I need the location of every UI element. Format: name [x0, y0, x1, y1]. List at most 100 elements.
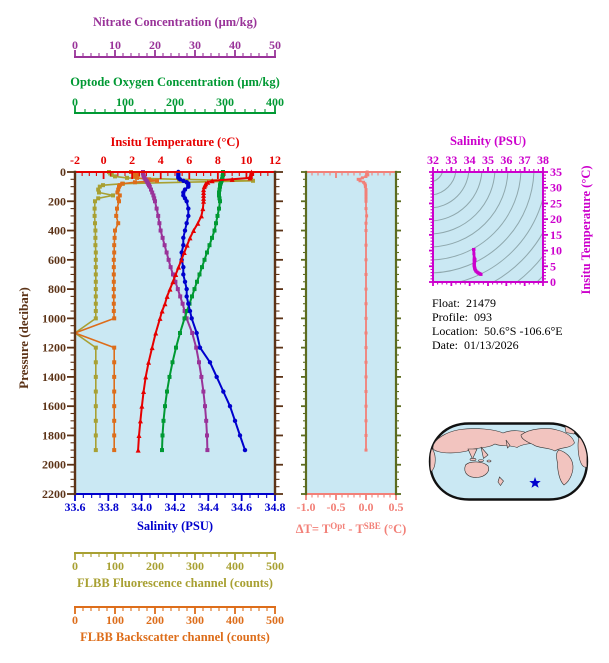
nitrate-axis-title: Nitrate Concentration (μm/kg) — [93, 15, 257, 29]
svg-text:30: 30 — [550, 181, 562, 195]
svg-text:0.0: 0.0 — [359, 500, 374, 514]
svg-text:0: 0 — [60, 165, 66, 179]
svg-text:10: 10 — [109, 38, 121, 52]
profile-backscatter — [74, 170, 159, 453]
svg-text:33.8: 33.8 — [98, 500, 119, 514]
svg-text:0: 0 — [72, 95, 78, 109]
nitrate-axis: 0 10 20 30 40 50 — [72, 38, 281, 58]
svg-text:-2: -2 — [70, 153, 80, 167]
profile-number-label: Profile: — [432, 310, 468, 324]
delta-t-title-post: (°C) — [380, 522, 407, 536]
delta-t-axis-title: ΔT= TOpt - TSBE (°C) — [281, 519, 421, 536]
svg-text:0: 0 — [72, 559, 78, 573]
svg-text:1200: 1200 — [42, 341, 66, 355]
svg-text:50: 50 — [269, 38, 281, 52]
svg-text:1400: 1400 — [42, 370, 66, 384]
delta-t-title-pre: ΔT= T — [295, 522, 331, 536]
salinity-axis: 33.6 33.8 34.0 34.2 34.4 34.6 34.8 — [65, 493, 286, 514]
svg-text:35: 35 — [482, 153, 494, 167]
svg-text:0: 0 — [72, 613, 78, 627]
svg-text:0: 0 — [550, 275, 556, 289]
svg-text:400: 400 — [226, 559, 244, 573]
svg-text:37: 37 — [519, 153, 531, 167]
pressure-axis-title: Pressure (decibar) — [16, 287, 31, 389]
fluorescence-axis: 0 100 200 300 400 500 — [72, 552, 284, 573]
svg-text:1600: 1600 — [42, 399, 66, 413]
svg-text:20: 20 — [550, 212, 562, 226]
temperature-axis-title: Insitu Temperature (°C) — [110, 135, 240, 149]
svg-text:34.2: 34.2 — [165, 500, 186, 514]
svg-text:34.4: 34.4 — [198, 500, 219, 514]
ts-curve — [472, 247, 483, 276]
svg-text:800: 800 — [48, 282, 66, 296]
svg-text:-0.5: -0.5 — [327, 500, 346, 514]
svg-text:0.5: 0.5 — [389, 500, 404, 514]
world-map — [428, 422, 589, 501]
profile-salinity — [176, 169, 248, 453]
land-indonesia — [469, 457, 477, 461]
svg-text:8: 8 — [215, 153, 221, 167]
svg-text:200: 200 — [48, 194, 66, 208]
oxygen-axis-title: Optode Oxygen Concentration (μm/kg) — [70, 75, 280, 89]
svg-text:12: 12 — [269, 153, 281, 167]
ts-temperature-axis-title: Insitu Temperature (°C) — [579, 165, 593, 295]
date-line: Date: 01/13/2026 — [432, 338, 563, 352]
svg-text:100: 100 — [106, 613, 124, 627]
delta-t-title-mid: - T — [345, 522, 364, 536]
delta-t-panel-background — [306, 172, 396, 494]
svg-text:200: 200 — [146, 559, 164, 573]
ts-salinity-axis-title: Salinity (PSU) — [449, 134, 527, 148]
svg-text:10: 10 — [550, 244, 562, 258]
float-info: Float: 21479 Profile: 093 Location: 50.6°S … — [432, 296, 563, 352]
svg-text:36: 36 — [500, 153, 512, 167]
backscatter-axis: 0 100 200 300 400 500 — [72, 606, 284, 627]
delta-t-title-sup-sbe: SBE — [363, 521, 381, 531]
svg-text:10: 10 — [240, 153, 252, 167]
svg-text:400: 400 — [226, 613, 244, 627]
delta-t-bottom-axis: -1.0 -0.5 0.0 0.5 — [297, 493, 404, 514]
location-line: Location: 50.6°S -106.6°E — [432, 324, 563, 338]
fluorescence-axis-title: FLBB Fluorescence channel (counts) — [77, 576, 273, 590]
land-north-america — [520, 428, 575, 452]
land-australia — [464, 461, 489, 478]
ts-salinity-axis: 32 33 34 35 36 37 38 — [427, 153, 549, 173]
svg-text:32: 32 — [427, 153, 439, 167]
ts-bottom-border — [432, 281, 544, 286]
svg-text:100: 100 — [106, 559, 124, 573]
ts-left-border — [429, 171, 434, 283]
svg-text:30: 30 — [189, 38, 201, 52]
land-india — [467, 448, 478, 460]
date-label: Date: — [432, 338, 458, 352]
svg-text:6: 6 — [186, 153, 192, 167]
map-landmasses — [430, 426, 587, 487]
delta-t-right-border — [394, 170, 401, 496]
salinity-axis-title: Salinity (PSU) — [136, 519, 214, 533]
svg-text:500: 500 — [266, 559, 284, 573]
svg-text:2000: 2000 — [42, 458, 66, 472]
svg-text:200: 200 — [166, 95, 184, 109]
land-south-america — [556, 449, 574, 486]
location-label: Location: — [432, 324, 478, 338]
svg-text:15: 15 — [550, 228, 562, 242]
profile-oxygen — [160, 170, 225, 453]
main-right-border — [273, 170, 283, 496]
svg-text:0: 0 — [101, 153, 107, 167]
land-indonesia-2 — [478, 459, 484, 462]
svg-text:300: 300 — [186, 613, 204, 627]
land-newzealand — [497, 476, 504, 487]
land-seasia — [480, 446, 489, 460]
date-value: 01/13/2026 — [464, 338, 519, 352]
oxygen-axis: 0 100 200 300 400 — [72, 95, 284, 114]
location-value: 50.6°S -106.6°E — [483, 324, 563, 338]
svg-text:100: 100 — [116, 95, 134, 109]
svg-text:20: 20 — [149, 38, 161, 52]
svg-text:500: 500 — [266, 613, 284, 627]
land-japan — [505, 439, 511, 449]
svg-text:38: 38 — [537, 153, 549, 167]
svg-text:5: 5 — [550, 259, 556, 273]
svg-text:34.0: 34.0 — [131, 500, 152, 514]
main-profile-panel-background — [75, 172, 275, 494]
